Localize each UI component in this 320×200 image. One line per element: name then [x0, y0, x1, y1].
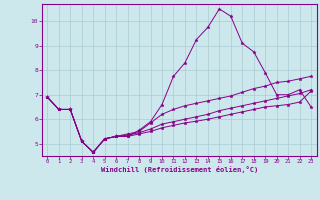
X-axis label: Windchill (Refroidissement éolien,°C): Windchill (Refroidissement éolien,°C): [100, 166, 258, 173]
